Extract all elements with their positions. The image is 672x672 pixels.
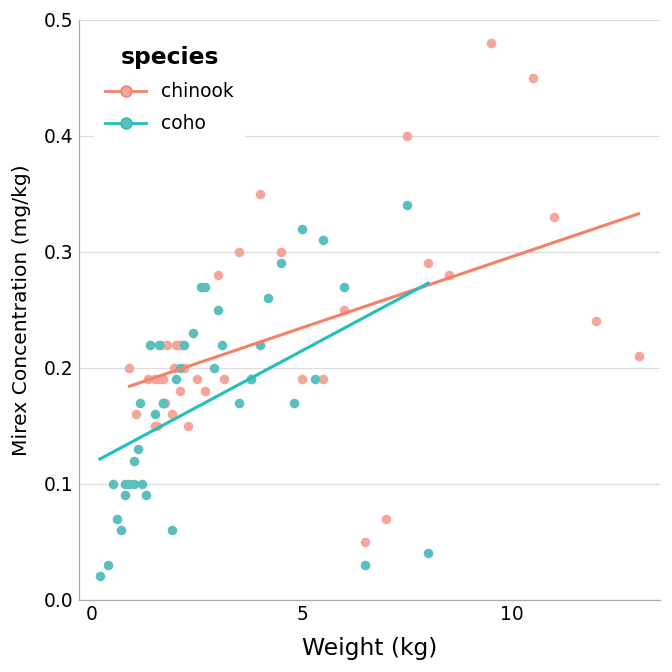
Point <box>166 409 177 419</box>
Point <box>179 362 190 373</box>
Point <box>136 478 147 489</box>
Point <box>145 339 156 350</box>
Point <box>158 397 169 408</box>
Point <box>360 536 370 547</box>
Point <box>212 304 223 315</box>
Point <box>549 212 560 222</box>
Point <box>175 339 185 350</box>
Point <box>124 478 135 489</box>
Point <box>149 409 160 419</box>
Point <box>130 409 141 419</box>
Point <box>296 374 307 385</box>
Point <box>103 560 114 571</box>
Point <box>276 258 286 269</box>
Point <box>162 339 173 350</box>
Point <box>318 235 329 245</box>
Point <box>128 455 139 466</box>
Point <box>124 362 135 373</box>
X-axis label: Weight (kg): Weight (kg) <box>302 636 437 659</box>
Point <box>288 397 299 408</box>
Point <box>486 38 497 48</box>
Point <box>153 374 164 385</box>
Point <box>132 444 143 454</box>
Point <box>175 386 185 396</box>
Point <box>158 397 169 408</box>
Point <box>143 374 154 385</box>
Point <box>149 421 160 431</box>
Point <box>246 374 257 385</box>
Point <box>296 223 307 234</box>
Point <box>179 339 190 350</box>
Point <box>149 374 160 385</box>
Point <box>633 351 644 362</box>
Point <box>134 397 145 408</box>
Point <box>116 525 126 536</box>
Point <box>318 374 329 385</box>
Point <box>528 73 539 83</box>
Point <box>255 188 265 199</box>
Point <box>112 513 122 524</box>
Point <box>120 478 130 489</box>
Point <box>339 282 349 292</box>
Point <box>170 374 181 385</box>
Point <box>218 374 229 385</box>
Point <box>402 130 413 141</box>
Point <box>200 282 210 292</box>
Point <box>120 490 130 501</box>
Point <box>339 304 349 315</box>
Point <box>108 478 118 489</box>
Point <box>158 374 169 385</box>
Point <box>173 339 183 350</box>
Point <box>177 339 187 350</box>
Point <box>263 293 274 304</box>
Y-axis label: Mirex Concentration (mg/kg): Mirex Concentration (mg/kg) <box>13 164 32 456</box>
Point <box>216 339 227 350</box>
Point <box>255 339 265 350</box>
Point <box>591 316 602 327</box>
Point <box>192 374 202 385</box>
Point <box>208 362 219 373</box>
Point <box>212 269 223 280</box>
Point <box>175 362 185 373</box>
Point <box>309 374 320 385</box>
Point <box>156 339 167 350</box>
Legend: chinook, coho: chinook, coho <box>94 35 245 144</box>
Point <box>153 339 164 350</box>
Point <box>360 560 370 571</box>
Point <box>233 397 244 408</box>
Point <box>423 548 433 558</box>
Point <box>246 374 257 385</box>
Point <box>196 282 206 292</box>
Point <box>183 421 194 431</box>
Point <box>402 200 413 211</box>
Point <box>276 247 286 257</box>
Point <box>381 513 392 524</box>
Point <box>151 421 162 431</box>
Point <box>200 386 210 396</box>
Point <box>168 362 179 373</box>
Point <box>95 571 106 582</box>
Point <box>128 478 139 489</box>
Point <box>160 397 171 408</box>
Point <box>423 258 433 269</box>
Point <box>444 269 454 280</box>
Point <box>141 490 152 501</box>
Point <box>233 247 244 257</box>
Point <box>166 525 177 536</box>
Point <box>187 328 198 339</box>
Point <box>170 339 181 350</box>
